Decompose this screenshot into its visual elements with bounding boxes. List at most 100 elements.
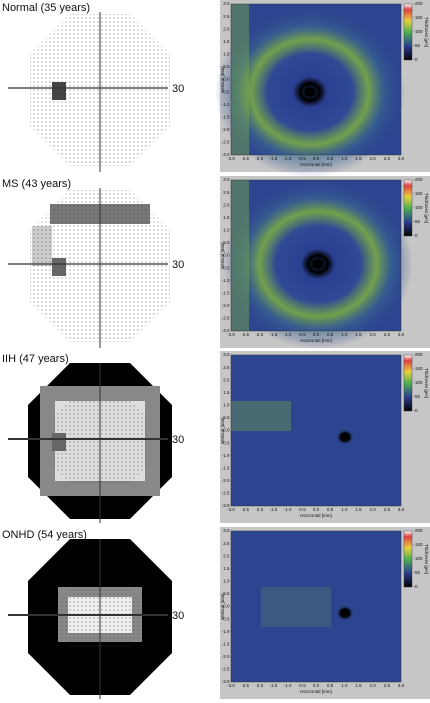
y-tick-label: -2.5 [222,667,230,672]
foveal-pit [336,605,354,621]
x-tick-label: 3.0 [398,156,405,161]
x-tick-label: 2.5 [384,683,391,688]
colorbar-tick-label: -50 [414,43,421,48]
y-axis-label: Vertical [mm] [220,242,225,268]
y-tick-label: 0.0 [223,428,230,433]
x-tick-label: -0.5 [298,332,306,337]
x-tick-label: -1.5 [270,507,278,512]
colorbar-tick-label: -0 [414,584,418,589]
map-border [230,179,402,332]
colorbar-tick-label: -50 [414,219,421,224]
y-tick-label: 0.0 [223,253,230,258]
colorbar-tick-label: -150 [414,15,424,20]
x-tick-label: -1.0 [284,156,292,161]
y-tick-label: 3.0 [223,352,230,357]
map-border [230,354,402,507]
field-scale: 30 [172,610,184,622]
x-tick-label: 1.5 [355,683,362,688]
y-tick-label: 0.5 [223,415,230,420]
x-tick-label: -1.5 [270,156,278,161]
map-background [231,531,401,682]
x-tick-label: 1.5 [355,507,362,512]
y-tick-label: 0.5 [223,591,230,596]
colorbar-tick-label: -100 [414,205,424,210]
foveal-pit [336,429,354,445]
x-tick-label: -2.0 [255,156,263,161]
x-tick-label: -2.5 [241,683,249,688]
x-tick-label: 3.0 [398,507,405,512]
y-tick-label: 2.5 [223,190,230,195]
y-tick-label: -1.5 [222,465,230,470]
x-tick-label: 1.0 [341,507,348,512]
x-axis-label: Horizontal [mm] [300,338,332,343]
x-tick-label: 0.5 [327,683,334,688]
y-tick-label: -2.5 [222,316,230,321]
blind-spot [52,433,66,451]
x-tick-label: -3.0 [227,156,235,161]
y-tick-label: -1.5 [222,641,230,646]
x-tick-label: 3.0 [398,332,405,337]
y-tick-label: -2.5 [222,140,230,145]
map-border [230,3,402,156]
foveal-pit [301,84,319,100]
colorbar-tick-label: -200 [414,1,424,6]
x-tick-label: 0.0 [313,683,320,688]
x-tick-label: 2.0 [370,332,377,337]
thickness-band [231,401,291,431]
x-tick-label: 2.5 [384,507,391,512]
y-tick-label: -1.0 [222,453,230,458]
colorbar-label: Thickness [µm] [424,544,429,574]
x-tick-label: -3.0 [227,332,235,337]
x-tick-label: 0.0 [313,507,320,512]
colorbar-tick-label: -0 [414,233,418,238]
y-tick-label: 0.0 [223,77,230,82]
y-tick-label: 2.5 [223,365,230,370]
x-tick-label: -3.0 [227,507,235,512]
colorbar-tick-label: -150 [414,542,424,547]
y-tick-label: 2.0 [223,553,230,558]
thickness-edge [231,4,249,155]
y-tick-label: 1.0 [223,52,230,57]
x-tick-label: -1.0 [284,683,292,688]
y-tick-label: 1.0 [223,228,230,233]
colorbar-tick-label: -100 [414,380,424,385]
x-tick-label: 3.0 [398,683,405,688]
foveal-pit [309,256,327,272]
x-tick-label: -2.5 [241,156,249,161]
x-tick-label: 1.0 [341,156,348,161]
x-tick-label: -1.0 [284,507,292,512]
x-tick-label: -1.5 [270,332,278,337]
y-tick-label: -1.5 [222,290,230,295]
thickness-edge [231,180,249,331]
colorbar-tick-label: -200 [414,528,424,533]
panel-label: IIH (47 years) [2,353,69,365]
y-axis-label: Vertical [mm] [220,593,225,619]
x-tick-label: 2.0 [370,683,377,688]
x-tick-label: 2.5 [384,156,391,161]
colorbar-tick-label: -150 [414,366,424,371]
y-tick-label: -2.5 [222,491,230,496]
x-tick-label: 1.5 [355,156,362,161]
y-tick-label: 1.0 [223,403,230,408]
y-tick-label: 1.5 [223,390,230,395]
x-tick-label: 2.0 [370,156,377,161]
x-tick-label: 1.5 [355,332,362,337]
y-tick-label: 2.0 [223,377,230,382]
x-tick-label: -3.0 [227,683,235,688]
x-tick-label: 2.0 [370,507,377,512]
y-tick-label: 1.5 [223,566,230,571]
x-tick-label: -1.0 [284,332,292,337]
colorbar-tick-label: -200 [414,177,424,182]
y-tick-label: -3.0 [222,152,230,157]
x-axis-label: Horizontal [mm] [300,513,332,518]
blind-spot [52,258,66,276]
x-tick-label: -2.0 [255,332,263,337]
y-tick-label: -2.0 [222,478,230,483]
y-tick-label: -1.0 [222,278,230,283]
y-tick-label: -3.0 [222,679,230,684]
map-background [231,355,401,506]
field-scale: 30 [172,434,184,446]
panel-label: MS (43 years) [2,178,71,190]
panel-label: Normal (35 years) [2,2,90,14]
